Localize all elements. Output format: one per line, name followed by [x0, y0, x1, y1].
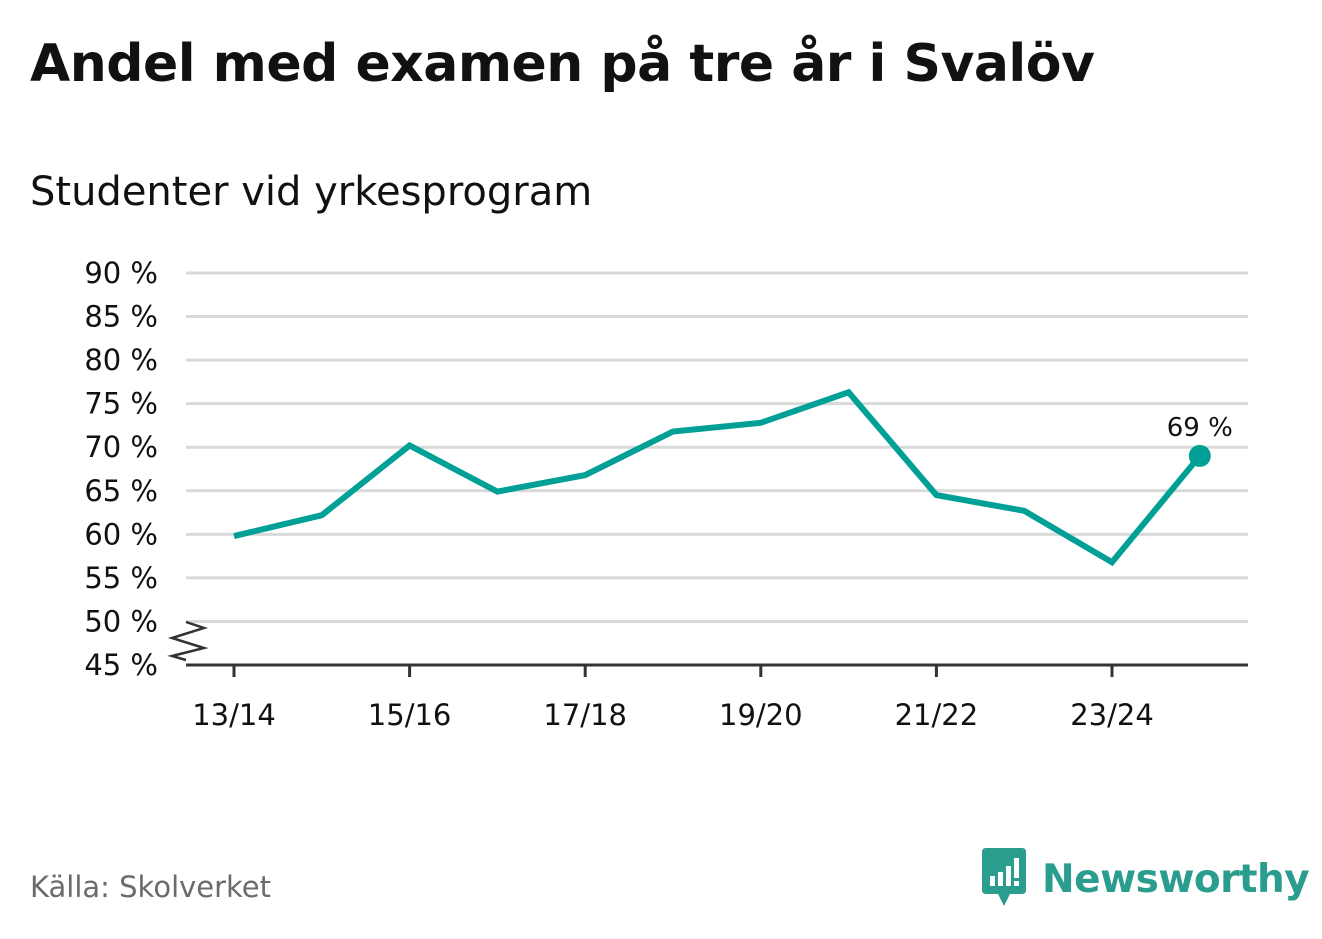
series	[233, 388, 1211, 567]
brand-logo: Newsworthy	[980, 848, 1310, 910]
y-tick-label: 60 %	[84, 517, 158, 551]
y-tick-label: 45 %	[84, 648, 158, 682]
y-tick-label: 50 %	[84, 604, 158, 638]
x-tick-label: 19/20	[719, 698, 803, 732]
y-tick-label: 75 %	[84, 387, 158, 421]
line-chart: 45 % 50 % 55 % 60 % 65 % 70 % 75 % 80 % 85 % 90 %…	[84, 256, 1248, 732]
x-axis-tick-labels: 13/14 15/16 17/18 19/20 21/22 23/24	[192, 698, 1154, 732]
y-tick-label: 65 %	[84, 474, 158, 508]
y-axis-tick-labels: 45 % 50 % 55 % 60 % 65 % 70 % 75 % 80 % 85 % 90 %	[84, 256, 158, 682]
series-line	[233, 388, 1203, 567]
x-tick-label: 13/14	[192, 698, 276, 732]
y-tick-label: 80 %	[84, 343, 158, 377]
x-tick-label: 17/18	[543, 698, 627, 732]
chart-subtitle: Studenter vid yrkesprogram	[30, 169, 593, 215]
last-point-label: 69 %	[1167, 413, 1233, 443]
y-tick-label: 55 %	[84, 561, 158, 595]
axis-break-icon	[167, 620, 209, 662]
x-tick-label: 15/16	[368, 698, 452, 732]
x-tick-label: 21/22	[895, 698, 979, 732]
x-tick-label: 23/24	[1070, 698, 1154, 732]
axes	[167, 620, 1248, 677]
source-note: Källa: Skolverket	[30, 870, 272, 904]
data-labels: 69 %	[1167, 413, 1233, 443]
gridlines	[186, 271, 1248, 623]
brand-name: Newsworthy	[1042, 856, 1310, 902]
last-point-marker	[1188, 444, 1211, 467]
y-tick-label: 90 %	[84, 256, 158, 290]
y-tick-label: 85 %	[84, 300, 158, 334]
y-tick-label: 70 %	[84, 430, 158, 464]
newsworthy-logo-icon	[982, 848, 1026, 906]
chart-title: Andel med examen på tre år i Svalöv	[30, 34, 1095, 94]
